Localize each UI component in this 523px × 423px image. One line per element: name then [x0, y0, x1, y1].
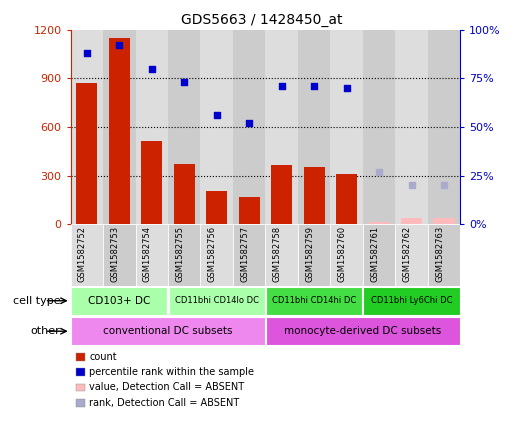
Bar: [76, 83, 97, 224]
Bar: [168, 224, 200, 286]
Point: [278, 82, 286, 89]
Text: GSM1582756: GSM1582756: [208, 226, 217, 282]
Point: [440, 182, 448, 189]
Point: [310, 82, 319, 89]
Point: [147, 65, 156, 72]
Text: CD103+ DC: CD103+ DC: [88, 296, 151, 306]
Point: [375, 168, 383, 175]
Bar: [336, 174, 357, 224]
Bar: [103, 224, 135, 286]
Bar: [238, 198, 260, 224]
Bar: [200, 30, 233, 224]
Bar: [363, 224, 395, 286]
Text: GSM1582753: GSM1582753: [110, 226, 119, 282]
Bar: [200, 224, 233, 286]
Bar: [206, 191, 228, 224]
Point: [407, 182, 416, 189]
Text: conventional DC subsets: conventional DC subsets: [103, 326, 233, 336]
Text: value, Detection Call = ABSENT: value, Detection Call = ABSENT: [89, 382, 245, 393]
Bar: [168, 287, 265, 315]
Bar: [401, 218, 422, 224]
Bar: [395, 30, 428, 224]
Bar: [395, 224, 428, 286]
Text: GSM1582754: GSM1582754: [143, 226, 152, 282]
Bar: [298, 224, 331, 286]
Text: GSM1582755: GSM1582755: [175, 226, 184, 282]
Bar: [71, 30, 103, 224]
Bar: [71, 317, 265, 345]
Bar: [109, 38, 130, 224]
Bar: [434, 218, 454, 224]
Text: GDS5663 / 1428450_at: GDS5663 / 1428450_at: [181, 13, 342, 27]
Bar: [303, 167, 325, 224]
Text: GSM1582761: GSM1582761: [370, 226, 379, 282]
Text: count: count: [89, 352, 117, 362]
Point: [343, 85, 351, 91]
Text: GSM1582752: GSM1582752: [78, 226, 87, 282]
Bar: [233, 30, 266, 224]
Text: GSM1582758: GSM1582758: [272, 226, 282, 282]
Bar: [174, 164, 195, 224]
Text: GSM1582757: GSM1582757: [240, 226, 249, 282]
Text: CD11bhi Ly6Chi DC: CD11bhi Ly6Chi DC: [371, 296, 452, 305]
Bar: [233, 224, 266, 286]
Text: GSM1582759: GSM1582759: [305, 226, 314, 282]
Bar: [331, 30, 363, 224]
Bar: [298, 30, 331, 224]
Bar: [369, 222, 390, 224]
Point: [212, 112, 221, 118]
Bar: [135, 224, 168, 286]
Bar: [266, 224, 298, 286]
Bar: [266, 287, 362, 315]
Bar: [103, 30, 135, 224]
Bar: [428, 224, 460, 286]
Bar: [71, 224, 103, 286]
Bar: [266, 317, 460, 345]
Point: [245, 120, 253, 126]
Text: GSM1582762: GSM1582762: [403, 226, 412, 282]
Bar: [428, 30, 460, 224]
Bar: [363, 287, 460, 315]
Bar: [363, 30, 395, 224]
Text: monocyte-derived DC subsets: monocyte-derived DC subsets: [284, 326, 441, 336]
Bar: [266, 30, 298, 224]
Text: GSM1582763: GSM1582763: [435, 226, 444, 282]
Text: GSM1582760: GSM1582760: [337, 226, 347, 282]
Bar: [331, 224, 363, 286]
Text: percentile rank within the sample: percentile rank within the sample: [89, 367, 254, 377]
Text: CD11bhi CD14lo DC: CD11bhi CD14lo DC: [175, 296, 259, 305]
Bar: [141, 141, 162, 224]
Text: cell type: cell type: [13, 296, 60, 306]
Text: CD11bhi CD14hi DC: CD11bhi CD14hi DC: [272, 296, 356, 305]
Bar: [168, 30, 200, 224]
Point: [180, 79, 188, 85]
Bar: [135, 30, 168, 224]
Text: other: other: [30, 326, 60, 336]
Bar: [71, 287, 167, 315]
Point: [83, 49, 91, 56]
Point: [115, 42, 123, 49]
Text: rank, Detection Call = ABSENT: rank, Detection Call = ABSENT: [89, 398, 240, 408]
Bar: [271, 165, 292, 224]
